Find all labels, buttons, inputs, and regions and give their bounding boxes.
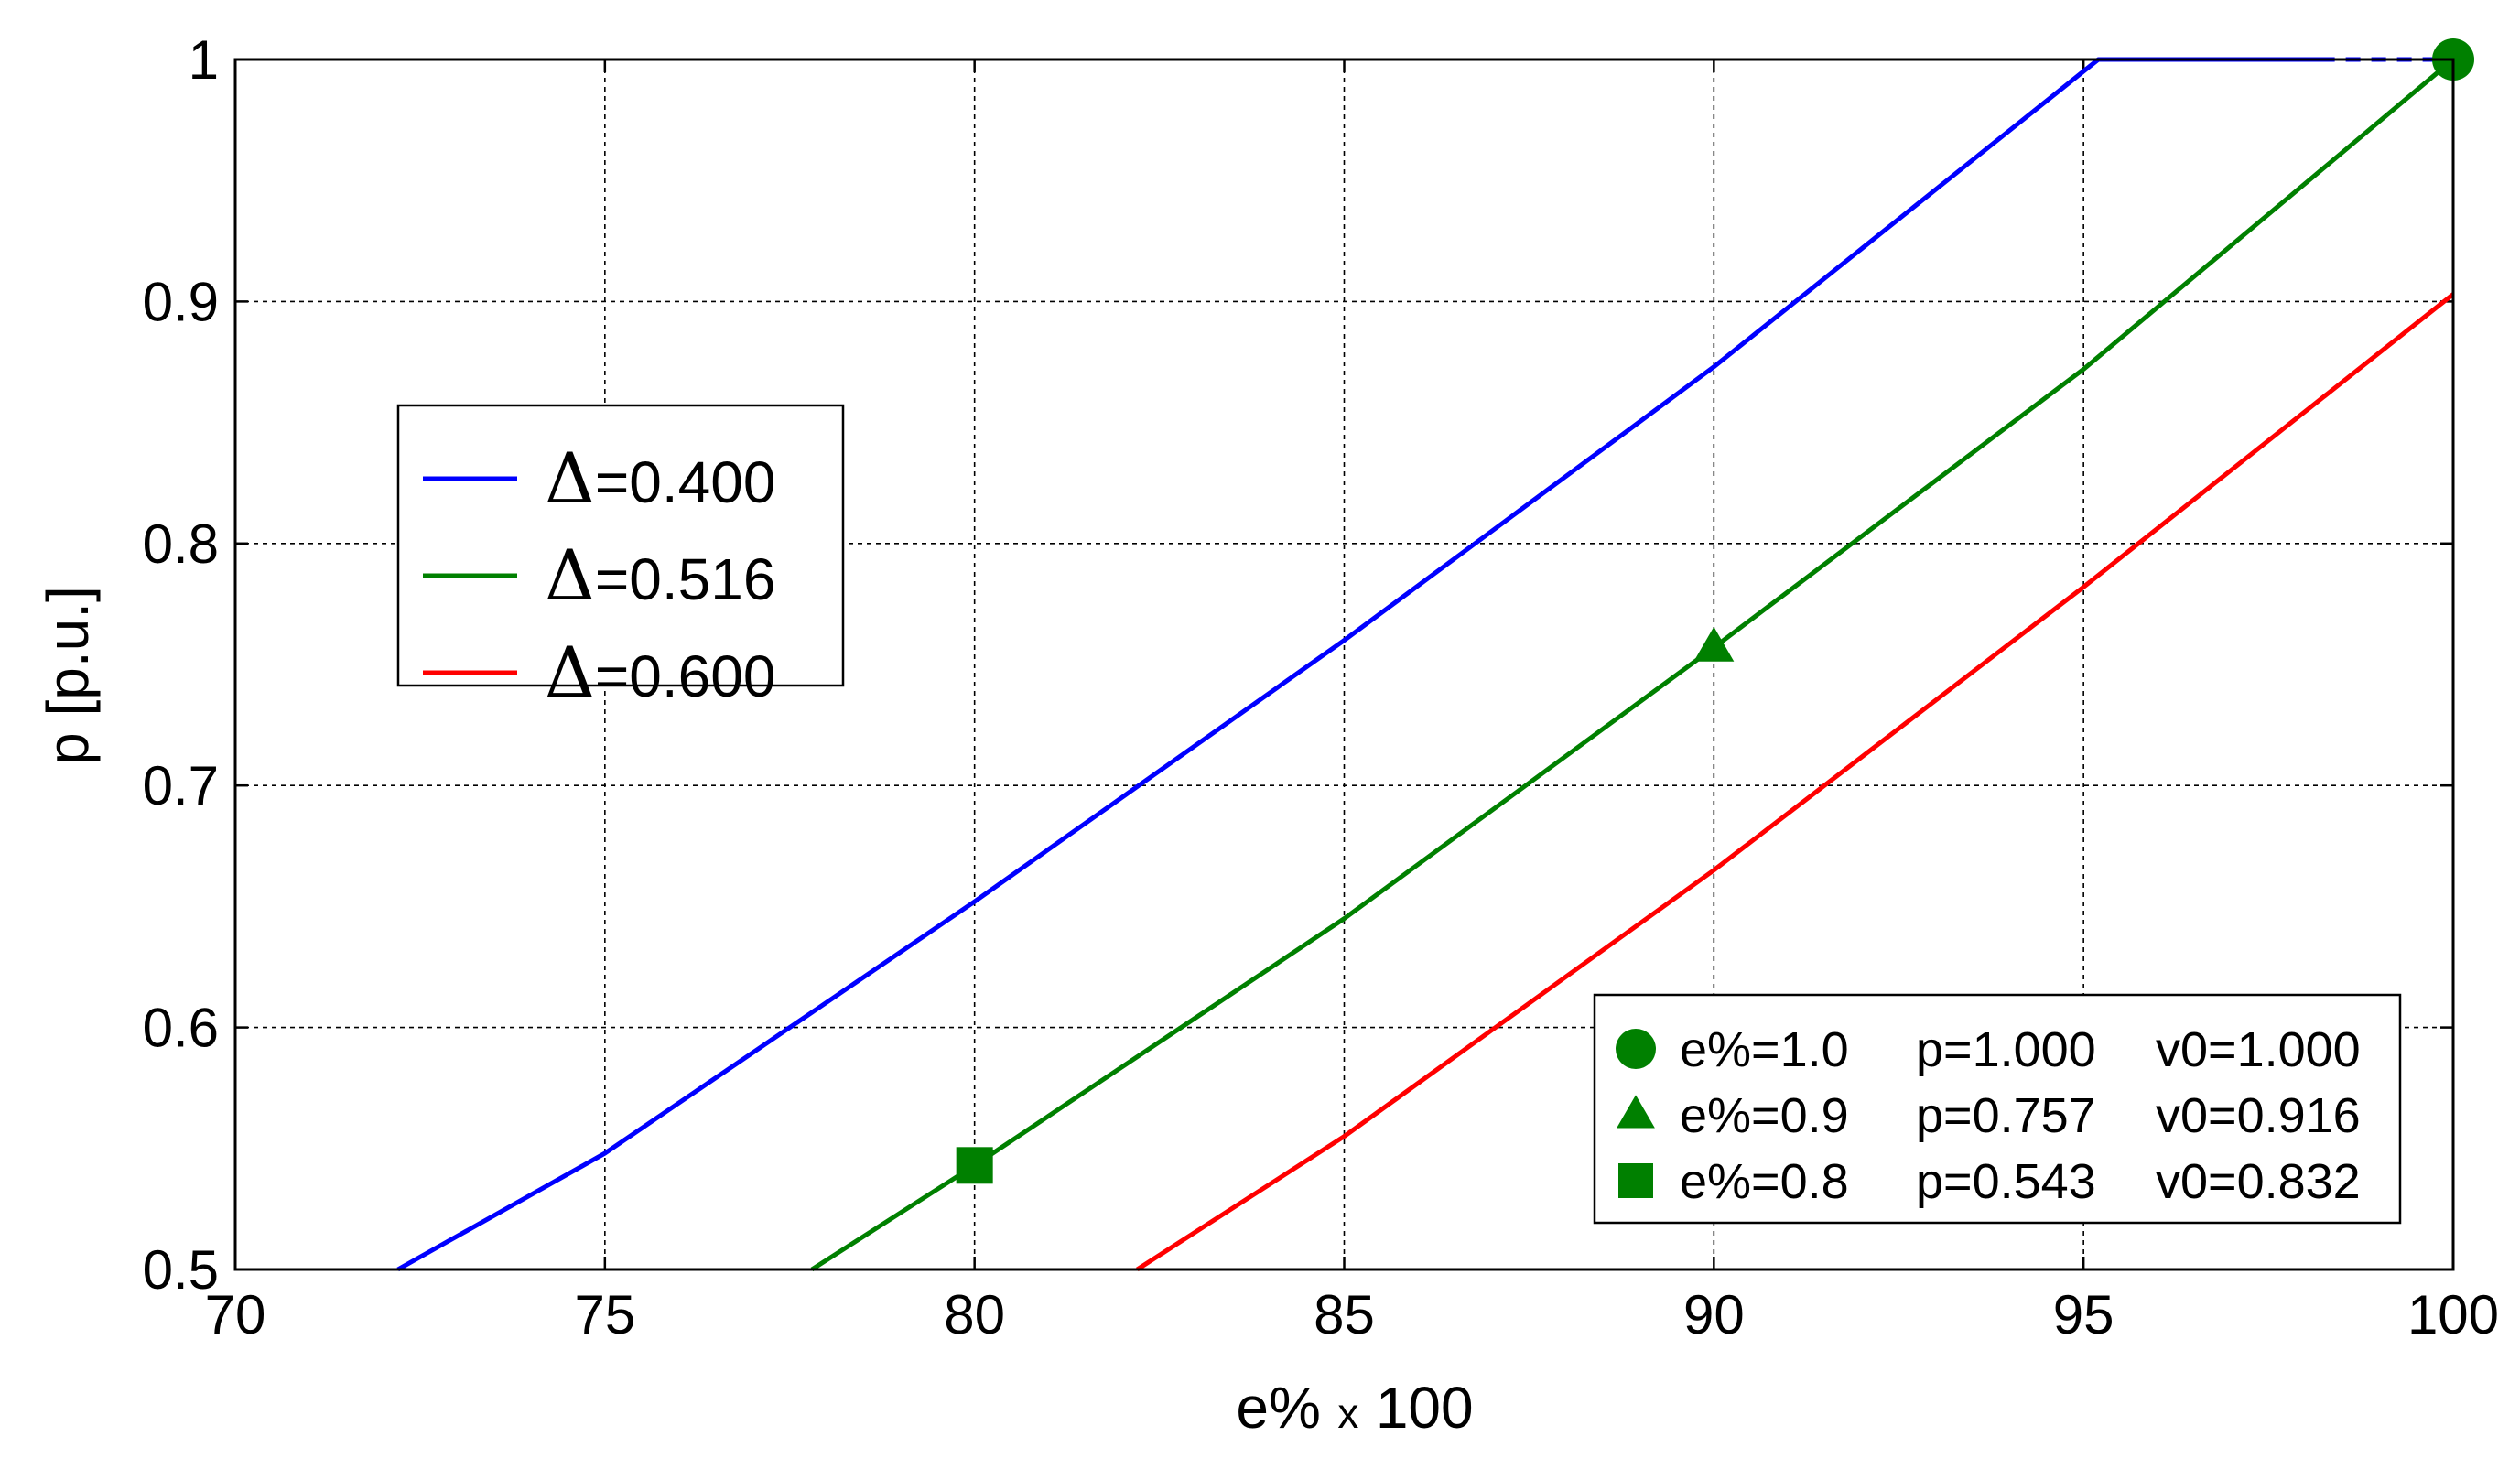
- svg-text:e% x 100: e% x 100: [1236, 1375, 1473, 1441]
- series-legend-box: [396, 404, 845, 687]
- x-tick-label: 100: [2407, 1284, 2499, 1345]
- marker-legend-v0: v0=0.832: [2156, 1154, 2361, 1209]
- marker-legend: e%=1.0 p=1.000 v0=1.000 e%=0.9 p=0.757 v0=0.9…: [1593, 993, 2402, 1225]
- marker-legend-v0: v0=0.916: [2156, 1088, 2361, 1143]
- x-tick-label: 90: [1683, 1284, 1745, 1345]
- x-axis-label-main: e%: [1236, 1375, 1321, 1441]
- x-tick-label: 75: [574, 1284, 635, 1345]
- legend-label-1: Δ=0.516: [545, 535, 775, 616]
- x-axis-label: e% x 100: [1236, 1375, 1473, 1441]
- x-tick-label: 85: [1314, 1284, 1375, 1345]
- marker-legend-symbol-square: [1618, 1163, 1653, 1198]
- marker-legend-e: e%=0.8: [1680, 1154, 1849, 1209]
- plot-frame: [233, 58, 2455, 1271]
- y-tick-label: 1: [189, 29, 219, 91]
- marker-legend-p: p=0.757: [1916, 1088, 2096, 1143]
- y-tick-label: 0.8: [143, 513, 219, 575]
- marker-legend-box: [1593, 993, 2402, 1225]
- y-tick-label: 0.7: [143, 755, 219, 816]
- y-tick-label: 0.6: [143, 998, 219, 1059]
- y-tick-labels: 0.5 0.6 0.7 0.8 0.9 1: [143, 29, 219, 1301]
- data-marker-square: [956, 1147, 993, 1184]
- x-axis-label-mult: x: [1337, 1389, 1358, 1437]
- marker-legend-p: p=1.000: [1916, 1022, 2096, 1077]
- marker-legend-symbol-triangle: [1617, 1095, 1655, 1129]
- y-tick-label: 0.5: [143, 1239, 219, 1301]
- x-axis-label-scale: 100: [1376, 1375, 1474, 1441]
- legend-label-2: Δ=0.600: [545, 632, 775, 713]
- marker-legend-e: e%=1.0: [1680, 1022, 1849, 1077]
- marker-legend-p: p=0.543: [1916, 1154, 2096, 1209]
- marker-legend-symbol-circle: [1616, 1029, 1656, 1069]
- x-tick-label: 80: [944, 1284, 1005, 1345]
- series-line-1: [810, 58, 2455, 1272]
- legend-label-0: Δ=0.400: [545, 437, 775, 519]
- x-tick-label: 95: [2053, 1284, 2114, 1345]
- y-tick-label: 0.9: [143, 271, 219, 332]
- marker-legend-e: e%=0.9: [1680, 1088, 1849, 1143]
- series-legend: Δ=0.400 Δ=0.516 Δ=0.600: [396, 404, 845, 713]
- data-marker-triangle: [1693, 626, 1735, 662]
- x-tick-labels: 70 75 80 85 90 95 100: [205, 1284, 2499, 1345]
- marker-legend-v0: v0=1.000: [2156, 1022, 2361, 1077]
- series-line-2: [1136, 292, 2455, 1272]
- x-tick-label: 70: [205, 1284, 266, 1345]
- y-axis-label: p [p.u.]: [35, 586, 101, 765]
